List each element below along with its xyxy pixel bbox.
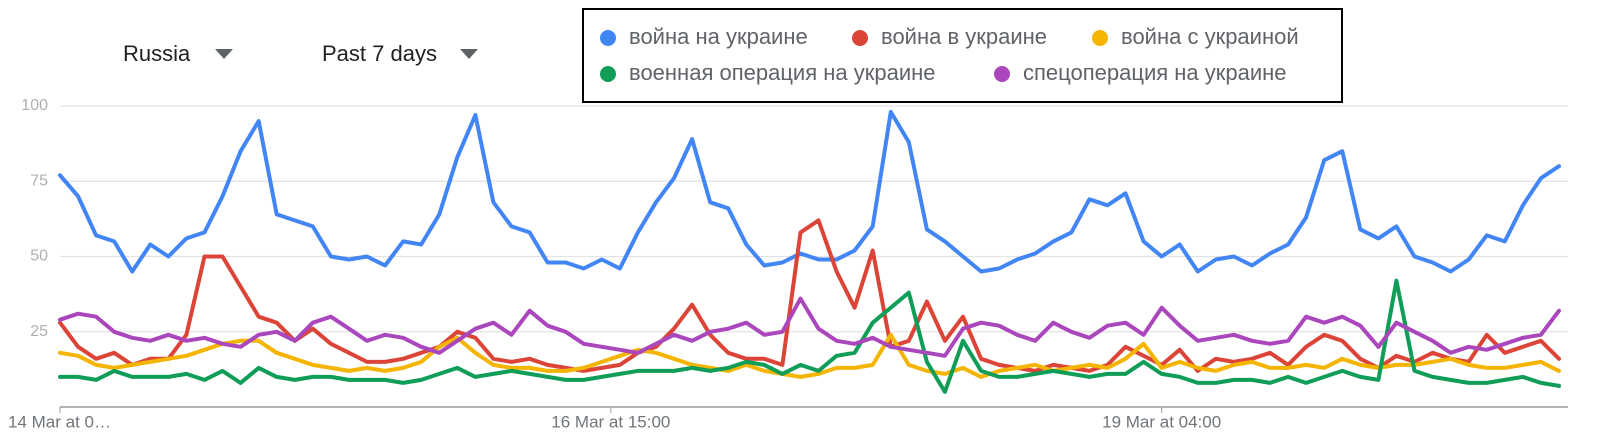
y-tick-label: 75 <box>30 172 48 189</box>
series-line <box>58 278 1561 394</box>
y-tick-label: 50 <box>30 248 48 265</box>
legend-marker <box>600 66 616 82</box>
series-line <box>58 332 1561 379</box>
period-dropdown[interactable]: Past 7 days <box>322 41 478 66</box>
x-tick-label: 19 Mar at 04:00 <box>1102 412 1221 431</box>
legend-marker <box>852 30 868 46</box>
dropdown-arrow[interactable] <box>460 49 478 59</box>
series-line <box>58 110 1561 274</box>
legend-label: спецоперация на украине <box>1023 60 1287 85</box>
legend-marker <box>600 30 616 46</box>
series-line <box>58 218 1561 373</box>
series-line <box>58 296 1561 358</box>
legend-label: война на украине <box>629 24 808 49</box>
y-tick-label: 100 <box>21 97 48 114</box>
legend-box <box>582 8 1343 103</box>
legend-marker <box>1092 30 1108 46</box>
legend-label: война с украиной <box>1121 24 1299 49</box>
dropdown-arrow[interactable] <box>215 49 233 59</box>
region-label[interactable]: Russia <box>123 41 191 66</box>
x-tick-label: 16 Mar at 15:00 <box>551 412 670 431</box>
x-tick-label: 14 Mar at 0… <box>8 412 111 431</box>
legend-label: военная операция на украине <box>629 60 936 85</box>
legend-label: война в украине <box>881 24 1047 49</box>
legend-marker <box>994 66 1010 82</box>
y-tick-label: 25 <box>30 323 48 340</box>
region-dropdown[interactable]: Russia <box>123 41 233 66</box>
period-label[interactable]: Past 7 days <box>322 41 437 66</box>
